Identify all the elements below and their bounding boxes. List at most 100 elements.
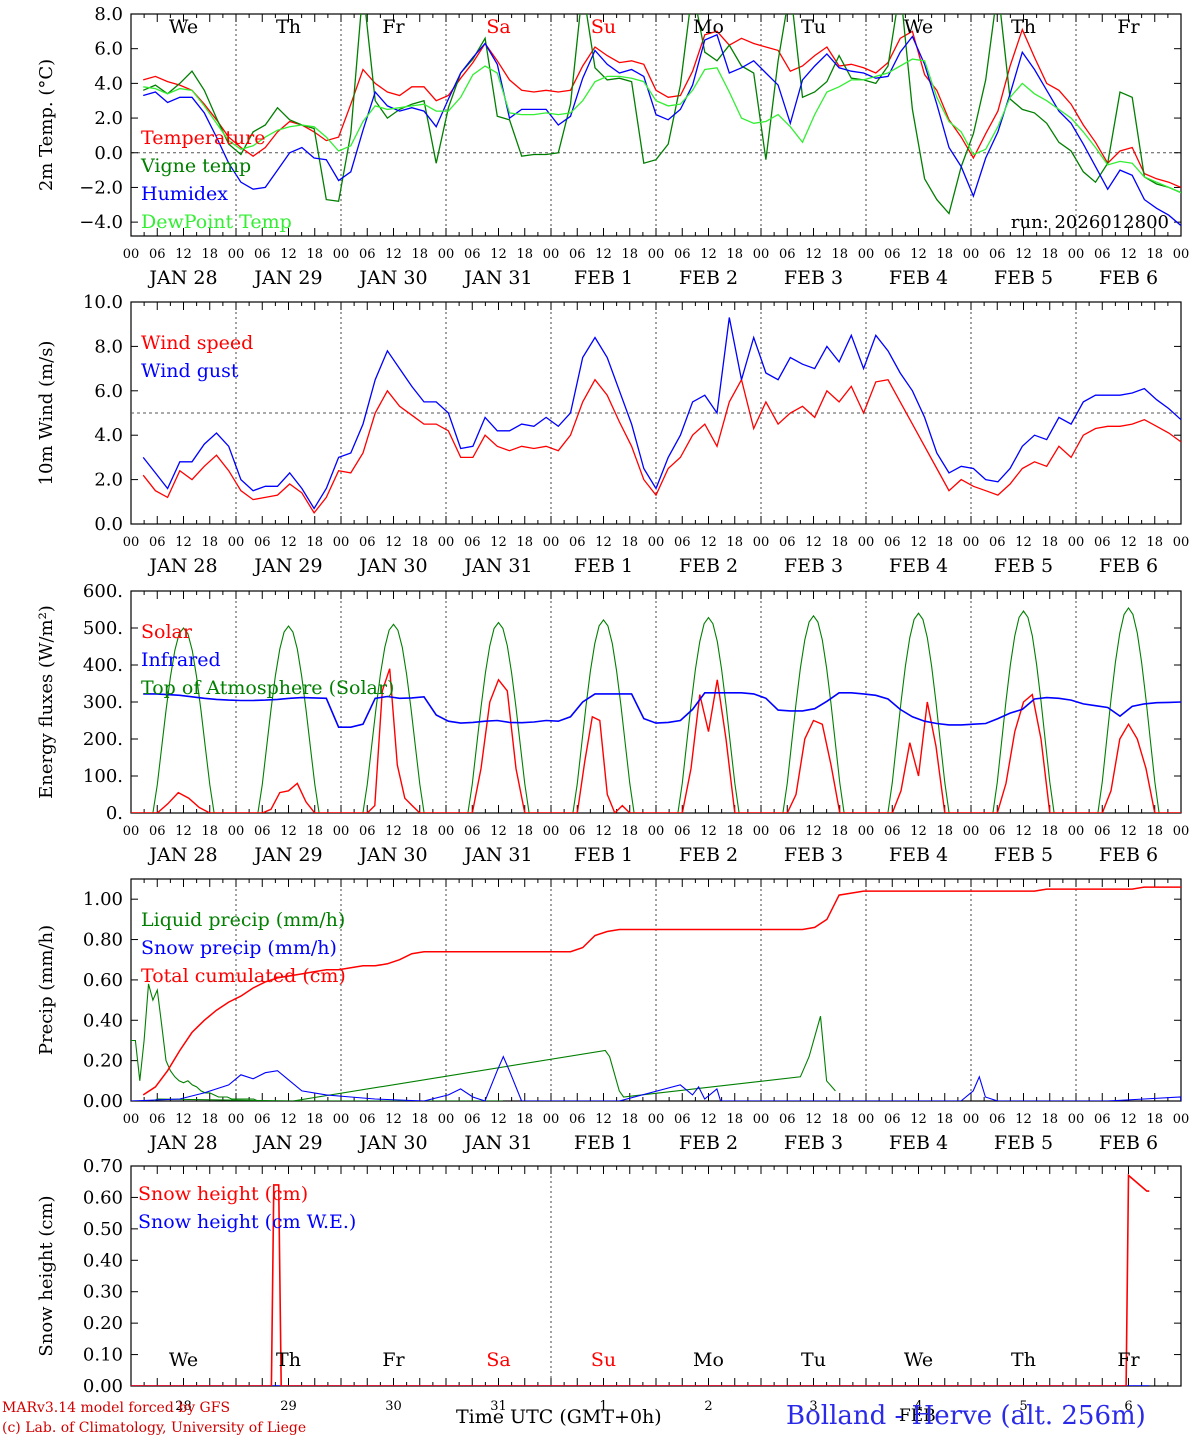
- hour-tick-label: 12: [175, 1112, 192, 1127]
- hour-tick-label: 00: [858, 1112, 875, 1127]
- hour-tick-label: 18: [306, 1112, 323, 1127]
- hour-tick-label: 06: [149, 1112, 166, 1127]
- hour-tick-label: 00: [543, 824, 560, 839]
- hour-tick-label: 18: [621, 824, 638, 839]
- hour-tick-label: 12: [805, 247, 822, 262]
- y-tick-label: 100.: [83, 766, 123, 787]
- hour-tick-label: 18: [306, 247, 323, 262]
- hour-tick-label: 06: [1094, 824, 1111, 839]
- weekday-label: Th: [276, 16, 301, 38]
- hour-tick-label: 06: [884, 535, 901, 550]
- hour-tick-label: 06: [989, 1112, 1006, 1127]
- hour-tick-label: 00: [963, 1112, 980, 1127]
- hour-tick-label: 06: [779, 535, 796, 550]
- hour-tick-label: 18: [1146, 247, 1163, 262]
- hour-tick-label: 06: [359, 824, 376, 839]
- legend-entry: Top of Atmosphere (Solar): [141, 677, 394, 699]
- hour-tick-label: 18: [411, 1112, 428, 1127]
- hour-tick-label: 00: [228, 247, 245, 262]
- date-label: FEB 1: [574, 267, 633, 289]
- legend-entry: Solar: [141, 621, 193, 643]
- hour-tick-label: 00: [438, 1112, 455, 1127]
- hour-tick-label: 06: [674, 535, 691, 550]
- hour-tick-label: 06: [149, 247, 166, 262]
- date-label: JAN 28: [147, 844, 217, 866]
- date-label: FEB 6: [1099, 844, 1158, 866]
- hour-tick-label: 18: [201, 824, 218, 839]
- hour-tick-label: 18: [516, 824, 533, 839]
- hour-tick-label: 06: [674, 824, 691, 839]
- y-tick-label: 600.: [83, 581, 123, 602]
- hour-tick-label: 00: [753, 824, 770, 839]
- hour-tick-label: 06: [254, 247, 271, 262]
- hour-tick-label: 18: [306, 824, 323, 839]
- date-label: FEB 4: [889, 267, 948, 289]
- hour-tick-label: 18: [1041, 1112, 1058, 1127]
- hour-tick-label: 00: [963, 247, 980, 262]
- hour-tick-label: 18: [306, 535, 323, 550]
- hour-tick-label: 12: [910, 824, 927, 839]
- y-tick-label: 6.0: [94, 39, 123, 60]
- y-tick-label: 500.: [83, 618, 123, 639]
- y-tick-label: 2.0: [94, 108, 123, 129]
- hour-tick-label: 12: [1120, 824, 1137, 839]
- weekday-label: Fr: [382, 16, 405, 38]
- y-tick-label: 2.0: [94, 470, 123, 491]
- hour-tick-label: 06: [464, 824, 481, 839]
- date-label: FEB 6: [1099, 1132, 1158, 1154]
- hour-tick-label: 18: [1041, 535, 1058, 550]
- hour-tick-label: 12: [1015, 1112, 1032, 1127]
- weekday-label: We: [904, 1349, 933, 1371]
- hour-tick-label: 12: [1120, 1112, 1137, 1127]
- day-number-label: 28: [175, 1399, 192, 1414]
- weekday-label: Mo: [693, 16, 724, 38]
- hour-tick-label: 06: [359, 1112, 376, 1127]
- day-number-label: 5: [1019, 1399, 1027, 1414]
- y-tick-label: 0.40: [83, 1250, 123, 1271]
- date-label: JAN 29: [252, 1132, 322, 1154]
- y-tick-label: 300.: [83, 692, 123, 713]
- date-label: FEB 1: [574, 1132, 633, 1154]
- y-tick-label: 8.0: [94, 4, 123, 25]
- series-humidex: [143, 33, 1181, 227]
- hour-tick-label: 18: [831, 247, 848, 262]
- hour-tick-label: 12: [385, 247, 402, 262]
- y-tick-label: 0.20: [83, 1051, 123, 1072]
- date-label: FEB 4: [889, 844, 948, 866]
- hour-tick-label: 12: [700, 247, 717, 262]
- day-number-label: 1: [599, 1399, 607, 1414]
- hour-tick-label: 06: [1094, 535, 1111, 550]
- legend-entry: Wind speed: [141, 332, 253, 354]
- hour-tick-label: 00: [123, 535, 140, 550]
- hour-tick-label: 06: [254, 1112, 271, 1127]
- hour-tick-label: 00: [123, 1112, 140, 1127]
- series-temperature: [143, 27, 1181, 188]
- hour-tick-label: 18: [831, 824, 848, 839]
- hour-tick-label: 18: [726, 1112, 743, 1127]
- date-label: JAN 30: [357, 844, 427, 866]
- date-label: JAN 31: [462, 555, 532, 577]
- date-label: JAN 29: [252, 844, 322, 866]
- weekday-label: We: [169, 1349, 198, 1371]
- y-axis-title: 2m Temp. (°C): [36, 59, 57, 191]
- hour-tick-label: 00: [228, 824, 245, 839]
- hour-tick-label: 00: [333, 824, 350, 839]
- hour-tick-label: 00: [858, 247, 875, 262]
- hour-tick-label: 12: [280, 535, 297, 550]
- date-label: JAN 30: [357, 267, 427, 289]
- y-tick-label: 0.60: [83, 970, 123, 991]
- hour-tick-label: 12: [175, 247, 192, 262]
- series-total-cumulated: [142, 886, 1181, 1096]
- y-tick-label: 8.0: [94, 336, 123, 357]
- hour-tick-label: 18: [201, 247, 218, 262]
- hour-tick-label: 12: [1120, 247, 1137, 262]
- weekday-label: Su: [591, 1349, 616, 1371]
- site-title: Bolland - Herve (alt. 256m): [786, 1401, 1146, 1431]
- date-label: FEB 2: [679, 844, 738, 866]
- hour-tick-label: 12: [595, 824, 612, 839]
- day-number-label: 6: [1124, 1399, 1132, 1414]
- y-tick-label: 0.20: [83, 1313, 123, 1334]
- date-label: FEB 4: [889, 1132, 948, 1154]
- date-label: FEB 2: [679, 267, 738, 289]
